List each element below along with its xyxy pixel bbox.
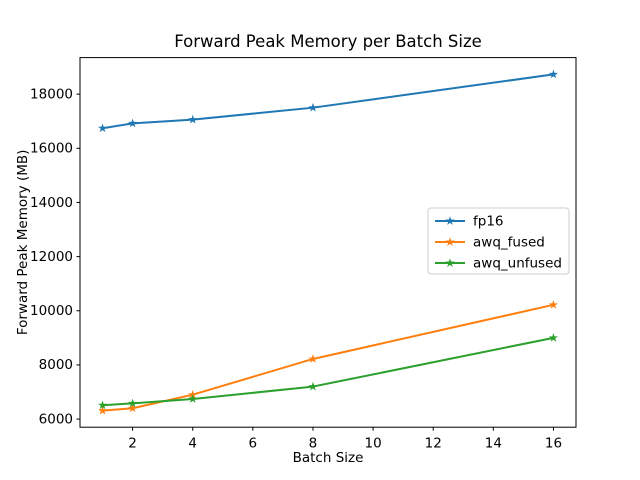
data-point-marker — [188, 114, 198, 124]
data-point-marker — [97, 405, 108, 415]
y-tick-label: 14000 — [30, 195, 73, 211]
series-fp16 — [97, 69, 559, 133]
legend-marker — [445, 258, 455, 267]
data-point-marker — [97, 400, 108, 410]
x-tick-label: 4 — [188, 436, 197, 452]
axes-spines — [79, 57, 577, 428]
series-line-awq_fused — [101, 303, 555, 412]
legend-label: fp16 — [473, 213, 504, 229]
data-point-marker — [548, 300, 559, 309]
legend-marker — [445, 237, 455, 246]
series-line-fp16 — [101, 73, 555, 130]
data-point-marker — [308, 102, 318, 112]
x-tick-label: 12 — [425, 436, 442, 452]
legend-label: awq_unfused — [473, 255, 562, 271]
x-tick-label: 8 — [309, 436, 318, 452]
data-point-marker — [188, 394, 198, 403]
data-point-marker — [308, 381, 318, 391]
data-point-marker — [128, 398, 138, 408]
data-point-marker — [548, 69, 559, 79]
y-tick-label: 16000 — [30, 141, 73, 157]
legend: fp16 awq_fused awq_unfused — [427, 207, 570, 275]
y-axis-label: Forward Peak Memory (MB) — [15, 150, 31, 336]
y-tick-label: 10000 — [30, 303, 73, 319]
data-point-marker — [188, 389, 198, 399]
x-tick-label: 16 — [545, 436, 562, 452]
y-tick-label: 8000 — [39, 357, 73, 373]
x-tick-label: 6 — [249, 436, 258, 452]
x-tick-label: 14 — [485, 436, 502, 452]
y-tick-label: 12000 — [30, 249, 73, 265]
data-point-marker — [97, 123, 108, 133]
series-awq_fused — [97, 300, 559, 415]
data-point-marker — [128, 118, 138, 128]
series-line-awq_unfused — [101, 336, 555, 407]
legend-label: awq_fused — [473, 234, 545, 250]
y-tick-label: 18000 — [30, 86, 73, 102]
legend-item-awq_fused: awq_fused — [435, 234, 545, 250]
x-tick-label: 2 — [128, 436, 137, 452]
chart-title: Forward Peak Memory per Batch Size — [174, 32, 482, 51]
x-tick-label: 10 — [364, 436, 381, 452]
legend-item-fp16: fp16 — [435, 213, 504, 229]
data-point-marker — [548, 333, 559, 342]
legend-marker — [445, 216, 455, 225]
y-tick-label: 6000 — [39, 411, 73, 427]
plot-area: 2 4 6 8 10 12 14 16 6000 8000 10000 12000 14000 16000… — [30, 57, 577, 452]
legend-item-awq_unfused: awq_unfused — [435, 255, 562, 271]
series-awq_unfused — [97, 333, 559, 410]
data-point-marker — [308, 354, 318, 363]
data-point-marker — [128, 403, 138, 413]
legend-box — [427, 207, 570, 275]
x-axis-label: Batch Size — [293, 450, 364, 466]
